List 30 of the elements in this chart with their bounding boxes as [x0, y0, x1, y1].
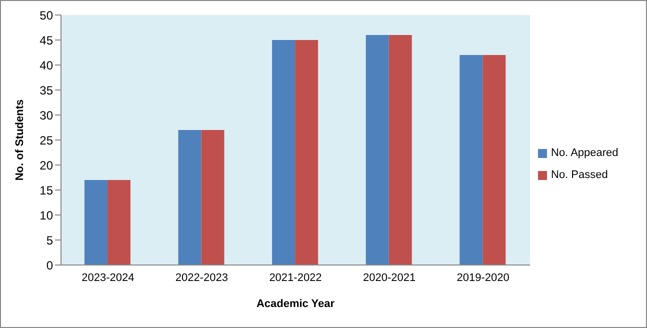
- y-tick-label: 20: [40, 158, 54, 172]
- bar: [201, 130, 224, 265]
- bar: [482, 55, 506, 265]
- bar: [178, 130, 202, 265]
- legend-label: No. Appeared: [551, 147, 618, 159]
- bar: [366, 35, 389, 265]
- y-tick-label: 5: [46, 233, 54, 248]
- bar: [460, 55, 483, 265]
- y-tick-label: 35: [40, 83, 54, 98]
- x-tick-label: 2019-2020: [456, 272, 510, 284]
- legend-label: No. Passed: [551, 169, 608, 181]
- x-tick-label: 2021-2022: [269, 272, 322, 284]
- bar: [107, 180, 130, 265]
- bar: [388, 35, 412, 265]
- y-tick-label: 15: [40, 183, 54, 198]
- bar: [272, 40, 296, 265]
- y-axis-title: No. of Students: [14, 99, 26, 181]
- y-tick-label: 30: [40, 108, 54, 122]
- y-tick-label: 50: [40, 8, 54, 22]
- y-tick-label: 45: [40, 33, 54, 48]
- y-tick-label: 40: [40, 58, 54, 72]
- y-tick-label: 10: [40, 208, 54, 222]
- x-tick-label: 2023-2024: [82, 272, 134, 284]
- y-tick-label: 25: [40, 133, 54, 148]
- bar: [84, 180, 108, 265]
- x-tick-label: 2020-2021: [362, 272, 416, 284]
- x-tick-label: 2022-2023: [175, 272, 228, 284]
- y-tick-label: 0: [46, 258, 54, 272]
- bar: [295, 40, 318, 265]
- x-axis-title: Academic Year: [256, 298, 336, 310]
